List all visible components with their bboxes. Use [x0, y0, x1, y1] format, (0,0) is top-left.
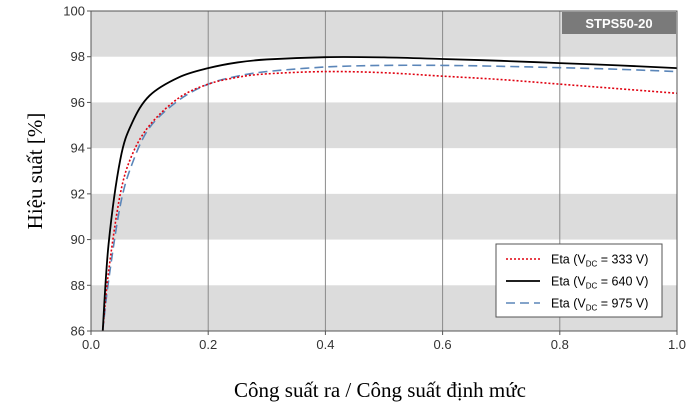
model-badge: STPS50-20: [562, 12, 676, 34]
y-tick-label: 90: [71, 232, 85, 247]
legend-label: Eta (VDC = 975 V): [551, 297, 648, 313]
y-tick-label: 88: [71, 278, 85, 293]
vertical-gridlines: [207, 11, 561, 331]
x-tick-label: 0.8: [551, 337, 569, 352]
y-tick-label: 86: [71, 324, 85, 339]
y-tick-label: 92: [71, 186, 85, 201]
x-tick-label: 0.0: [82, 337, 100, 352]
model-badge-label: STPS50-20: [585, 16, 652, 31]
x-tick-label: 1.0: [668, 337, 686, 352]
x-tick-label: 0.2: [199, 337, 217, 352]
legend-label: Eta (VDC = 640 V): [551, 275, 648, 291]
legend-label: Eta (VDC = 333 V): [551, 253, 648, 269]
y-axis-title: Hiệu suất [%]: [23, 113, 47, 230]
y-axis-ticks: 86 88 90 92 94 96 98 100: [63, 4, 91, 339]
x-axis-title: Công suất ra / Công suất định mức: [234, 378, 526, 402]
x-tick-label: 0.4: [316, 337, 334, 352]
y-tick-label: 96: [71, 95, 85, 110]
x-axis-ticks: 0.0 0.2 0.4 0.6 0.8 1.0: [82, 331, 686, 352]
plot-frame: [90, 10, 678, 332]
x-tick-label: 0.6: [434, 337, 452, 352]
grid-band: [91, 102, 677, 149]
series-line: [101, 64, 678, 332]
y-tick-label: 98: [71, 49, 85, 64]
model-badge-bg: [562, 12, 676, 34]
series-line: [101, 70, 678, 332]
series-line: [101, 56, 678, 332]
y-tick-label: 100: [63, 4, 85, 19]
y-tick-label: 94: [71, 141, 85, 156]
series-lines: [101, 56, 678, 332]
legend: Eta (VDC = 333 V) Eta (VDC = 640 V) Eta (V…: [495, 243, 663, 318]
grid-band: [91, 193, 677, 240]
